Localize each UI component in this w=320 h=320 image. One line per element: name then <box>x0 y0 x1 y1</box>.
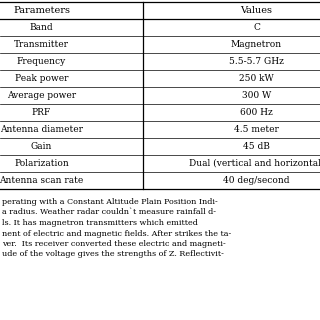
Text: Gain: Gain <box>31 142 52 151</box>
Text: Magnetron: Magnetron <box>231 40 282 49</box>
Text: Antenna diameter: Antenna diameter <box>0 125 83 134</box>
Text: Band: Band <box>30 23 53 32</box>
Text: 40 deg/second: 40 deg/second <box>223 176 290 185</box>
Text: Frequency: Frequency <box>17 57 66 66</box>
Text: Average power: Average power <box>7 91 76 100</box>
Text: PRF: PRF <box>32 108 51 117</box>
Text: 250 kW: 250 kW <box>239 74 274 83</box>
Text: Parameters: Parameters <box>13 6 70 15</box>
Text: Dual (vertical and horizontal): Dual (vertical and horizontal) <box>189 159 320 168</box>
Text: ude of the voltage gives the strengths of Z. Reflectivit-: ude of the voltage gives the strengths o… <box>2 251 224 259</box>
Text: a radius. Weather radar couldn`t measure rainfall d-: a radius. Weather radar couldn`t measure… <box>2 209 216 217</box>
Text: Transmitter: Transmitter <box>14 40 69 49</box>
Text: 45 dB: 45 dB <box>243 142 270 151</box>
Text: Antenna scan rate: Antenna scan rate <box>0 176 84 185</box>
Text: Peak power: Peak power <box>15 74 68 83</box>
Text: Polarization: Polarization <box>14 159 69 168</box>
Text: C: C <box>253 23 260 32</box>
Text: ver.  Its receiver converted these electric and magneti-: ver. Its receiver converted these electr… <box>2 240 226 248</box>
Text: 5.5-5.7 GHz: 5.5-5.7 GHz <box>229 57 284 66</box>
Text: nent of electric and magnetic fields. After strikes the ta-: nent of electric and magnetic fields. Af… <box>2 229 231 237</box>
Text: 4.5 meter: 4.5 meter <box>234 125 279 134</box>
Text: Values: Values <box>241 6 273 15</box>
Text: 600 Hz: 600 Hz <box>240 108 273 117</box>
Text: 300 W: 300 W <box>242 91 271 100</box>
Text: perating with a Constant Altitude Plain Position Indi-: perating with a Constant Altitude Plain … <box>2 198 218 206</box>
Text: ls. It has magnetron transmitters which emitted: ls. It has magnetron transmitters which … <box>2 219 198 227</box>
